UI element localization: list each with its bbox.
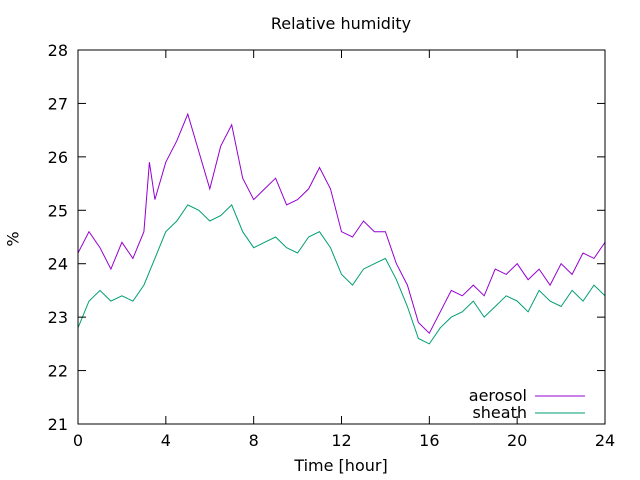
y-tick-label: 21: [48, 415, 68, 434]
x-tick-label: 4: [161, 431, 171, 450]
y-tick-label: 26: [48, 148, 68, 167]
series-line-sheath: [78, 204, 605, 345]
series-layer: [78, 112, 605, 345]
legend-label-aerosol: aerosol: [469, 386, 527, 405]
y-tick-label: 24: [48, 255, 68, 274]
legend-label-sheath: sheath: [472, 403, 527, 422]
y-tick-label: 22: [48, 362, 68, 381]
x-tick-label: 12: [331, 431, 351, 450]
x-tick-label: 16: [419, 431, 439, 450]
x-tick-label: 20: [507, 431, 527, 450]
series-line-aerosol: [78, 112, 605, 335]
y-tick-label: 27: [48, 94, 68, 113]
x-tick-label: 24: [595, 431, 615, 450]
x-axis-label: Time [hour]: [293, 456, 387, 475]
y-tick-label: 28: [48, 41, 68, 60]
x-tick-label: 0: [73, 431, 83, 450]
y-tick-label: 25: [48, 201, 68, 220]
x-tick-label: 8: [249, 431, 259, 450]
y-axis-label: %: [4, 231, 23, 246]
axes-layer: 0 4 8 12 16 20 24 21 22 23 24 25 26 27 28: [48, 41, 616, 450]
plot-frame: [77, 49, 606, 425]
chart-title: Relative humidity: [271, 14, 411, 33]
y-tick-label: 23: [48, 308, 68, 327]
